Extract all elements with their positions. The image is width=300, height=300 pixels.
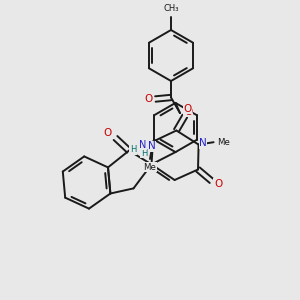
Text: O: O — [104, 128, 112, 138]
Text: O: O — [184, 103, 192, 114]
Text: N: N — [139, 140, 146, 150]
Text: H: H — [141, 148, 147, 158]
Text: H: H — [130, 146, 136, 154]
Text: Me: Me — [217, 138, 230, 147]
Text: CH₃: CH₃ — [163, 4, 179, 13]
Text: O: O — [214, 179, 222, 189]
Text: O: O — [184, 106, 192, 117]
Text: O: O — [145, 94, 153, 104]
Text: N: N — [199, 138, 207, 148]
Text: N: N — [148, 141, 155, 151]
Text: Me: Me — [144, 163, 156, 172]
